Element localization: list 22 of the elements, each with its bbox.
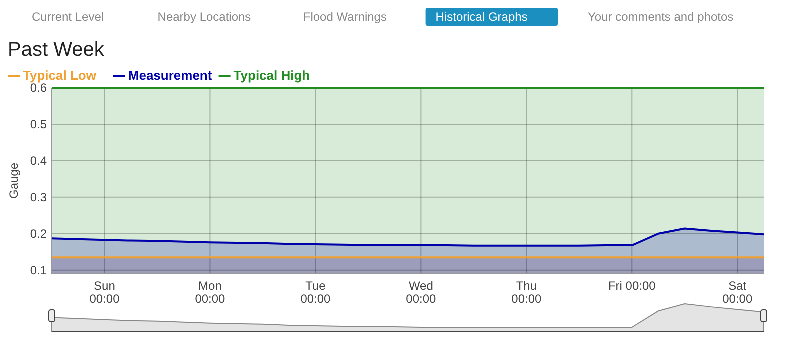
text: Flood Warnings — [303, 10, 387, 24]
x-tick-label: Tue 00:00 — [300, 279, 332, 306]
x-tick-label: Wed 00:00 — [406, 279, 437, 306]
text: Nearby Locations — [158, 10, 252, 24]
y-tick-label: 0.1 — [30, 263, 48, 278]
text: Historical Graphs — [436, 10, 528, 24]
x-tick-label: Fri 00:00 — [608, 279, 656, 293]
legend-label: Typical High — [234, 68, 310, 83]
chart-title: Past Week — [8, 39, 106, 61]
y-tick-label: 0.3 — [30, 190, 48, 204]
text: Current Level — [32, 10, 104, 24]
text: Your comments and photos — [588, 10, 734, 24]
x-tick-label: Sun 00:00 — [90, 279, 120, 306]
y-tick-label: 0.5 — [30, 117, 48, 132]
y-tick-label: 0.2 — [30, 226, 48, 241]
legend-label: Measurement — [128, 68, 213, 83]
x-tick-label: Sat 00:00 — [722, 279, 753, 306]
x-tick-label: Thu 00:00 — [512, 279, 542, 306]
y-tick-label: 0.4 — [30, 154, 48, 168]
legend-label: Typical Low — [23, 68, 98, 83]
x-tick-label: Mon 00:00 — [195, 279, 226, 306]
y-axis-title: Gauge — [7, 162, 21, 200]
